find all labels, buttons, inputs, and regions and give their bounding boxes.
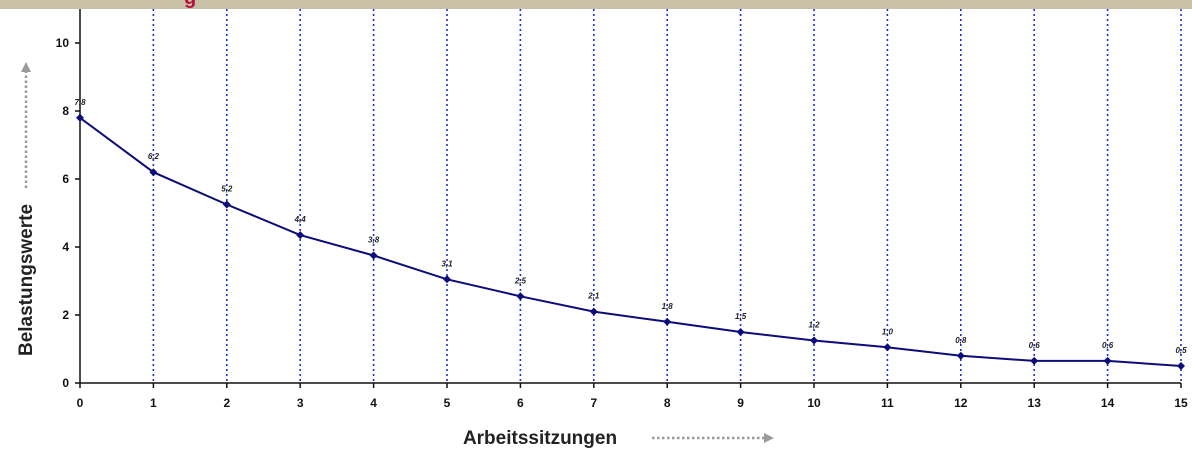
x-tick-label-1: 1: [150, 396, 157, 410]
x-tick-label-0: 0: [77, 396, 84, 410]
data-label-14: 0,6: [1102, 341, 1114, 350]
y-tick-label-6: 6: [62, 172, 69, 186]
data-labels: 7,8 6,2 5,2 4,4 3,8 3,1 2,5 2,1 1,8 1,5 1,2 1,0 0,8 0…: [74, 98, 1187, 355]
data-label-12: 0,8: [955, 336, 967, 345]
x-tick-label-10: 10: [807, 396, 821, 410]
data-point-14: [1103, 356, 1112, 365]
data-label-9: 1,5: [735, 312, 747, 321]
y-tick-label-10: 10: [56, 36, 70, 50]
x-tick-label-15: 15: [1174, 396, 1188, 410]
y-tick-label-4: 4: [62, 240, 69, 254]
data-point-5: [443, 275, 451, 284]
y-axis-title: Belastungswerte: [16, 204, 37, 356]
series-polyline: [79, 116, 1182, 367]
y-tick-label-0: 0: [62, 376, 69, 390]
data-point-9: [736, 328, 745, 336]
data-point-13: [1030, 356, 1039, 365]
data-point-0: [76, 113, 84, 122]
data-label-11: 1,0: [882, 327, 894, 336]
x-tick-label-9: 9: [737, 396, 744, 410]
data-point-4: [369, 251, 378, 260]
data-label-2: 5,2: [221, 185, 233, 194]
x-tick-label-3: 3: [297, 396, 304, 410]
x-tick-label-13: 13: [1028, 396, 1042, 410]
data-point-3: [296, 231, 305, 240]
data-point-10: [810, 336, 818, 345]
data-label-6: 2,5: [514, 276, 527, 285]
data-label-7: 2,1: [587, 292, 600, 301]
data-point-8: [663, 317, 672, 326]
data-point-2: [222, 200, 231, 209]
data-point-6: [516, 292, 525, 301]
y-tick-label-8: 8: [62, 104, 69, 118]
x-tick-label-8: 8: [664, 396, 671, 410]
data-label-10: 1,2: [808, 321, 820, 330]
data-point-7: [589, 307, 598, 316]
x-tick-label-6: 6: [517, 396, 524, 410]
data-label-3: 4,4: [294, 215, 307, 224]
data-label-13: 0,6: [1029, 341, 1041, 350]
data-point-1: [149, 168, 158, 177]
data-point-15: [1177, 362, 1185, 370]
x-tick-label-12: 12: [954, 396, 968, 410]
vertical-grid-lines: [152, 9, 1182, 383]
x-axis-title: Arbeitssitzungen: [463, 428, 617, 449]
data-label-1: 6,2: [148, 152, 160, 161]
x-tick-label-5: 5: [444, 396, 451, 410]
x-tick-label-11: 11: [881, 396, 894, 410]
y-tick-labels: 0 2 4 6 8 10: [56, 36, 80, 390]
x-tick-label-7: 7: [590, 396, 597, 410]
series-line: [79, 116, 1182, 367]
top-header-band: [0, 0, 1192, 9]
data-label-4: 3,8: [368, 236, 380, 245]
data-point-12: [956, 351, 965, 360]
x-tick-label-4: 4: [370, 396, 377, 410]
data-label-8: 1,8: [662, 302, 674, 311]
axes: [79, 9, 1181, 384]
page-title-fragment: g: [184, 0, 196, 8]
data-label-15: 0,5: [1175, 346, 1187, 355]
data-point-11: [883, 343, 892, 352]
data-label-5: 3,1: [441, 259, 453, 268]
x-tick-label-14: 14: [1101, 396, 1115, 410]
x-tick-labels: 0 1 2 3 4 5 6 7 8 9 10 11 12 13 14 15: [77, 383, 1188, 410]
y-tick-label-2: 2: [62, 308, 69, 322]
data-label-0: 7,8: [74, 98, 86, 107]
x-tick-label-2: 2: [223, 396, 230, 410]
data-points: [76, 113, 1185, 370]
